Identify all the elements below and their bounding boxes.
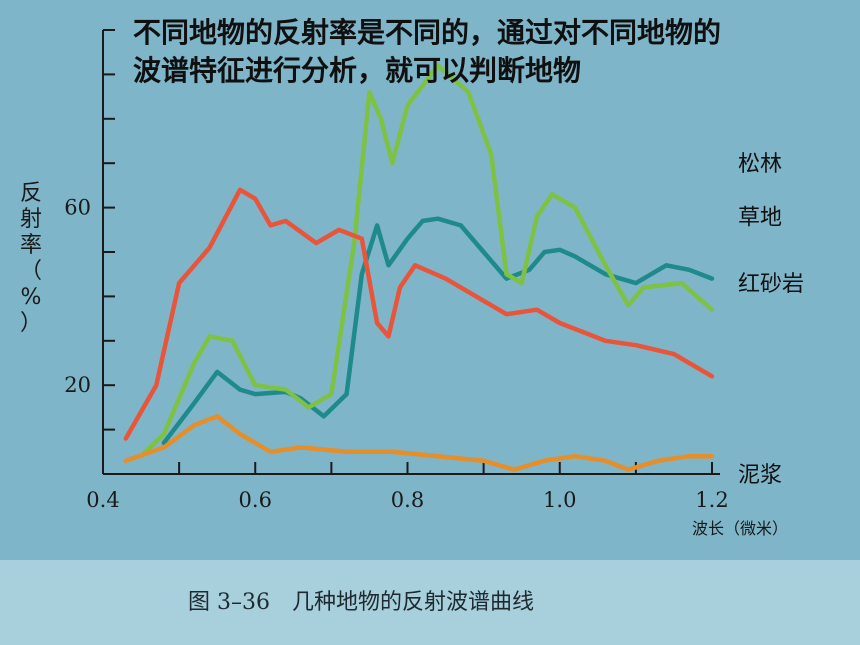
headline-line-2: 波谱特征进行分析，就可以判断地物 xyxy=(133,54,582,87)
x-tick-label: 1.2 xyxy=(695,488,728,512)
y-axis-label-char: 反 xyxy=(20,181,42,206)
y-axis-label-char: % xyxy=(21,285,42,310)
y-axis-label-char: （ xyxy=(20,259,42,284)
series-label: 红砂岩 xyxy=(738,272,804,297)
headline-line-1: 不同地物的反射率是不同的，通过对不同地物的 xyxy=(133,16,722,49)
series-label: 泥浆 xyxy=(738,463,782,488)
x-tick-label: 0.4 xyxy=(86,488,119,512)
series-label: 草地 xyxy=(738,205,782,230)
series-label: 松林 xyxy=(738,152,782,177)
series-line xyxy=(161,216,715,446)
y-tick-label: 20 xyxy=(64,373,91,397)
x-tick-label: 0.6 xyxy=(239,488,272,512)
caption-band xyxy=(0,560,860,645)
x-tick-label: 0.8 xyxy=(391,488,424,512)
y-axis-label-char: 率 xyxy=(20,233,42,258)
series-line xyxy=(123,414,715,472)
y-axis-label-char: 射 xyxy=(20,207,42,232)
x-tick-label: 1.0 xyxy=(543,488,576,512)
series-line xyxy=(138,63,715,459)
y-tick-label: 60 xyxy=(64,196,91,220)
x-axis-label: 波长（微米） xyxy=(692,519,788,538)
y-axis-label-char: ） xyxy=(20,311,42,336)
series-line xyxy=(123,187,715,441)
figure-caption: 图 3–36 几种地物的反射波谱曲线 xyxy=(188,590,534,615)
headline-text: 不同地物的反射率是不同的，通过对不同地物的 波谱特征进行分析，就可以判断地物 xyxy=(133,14,853,90)
